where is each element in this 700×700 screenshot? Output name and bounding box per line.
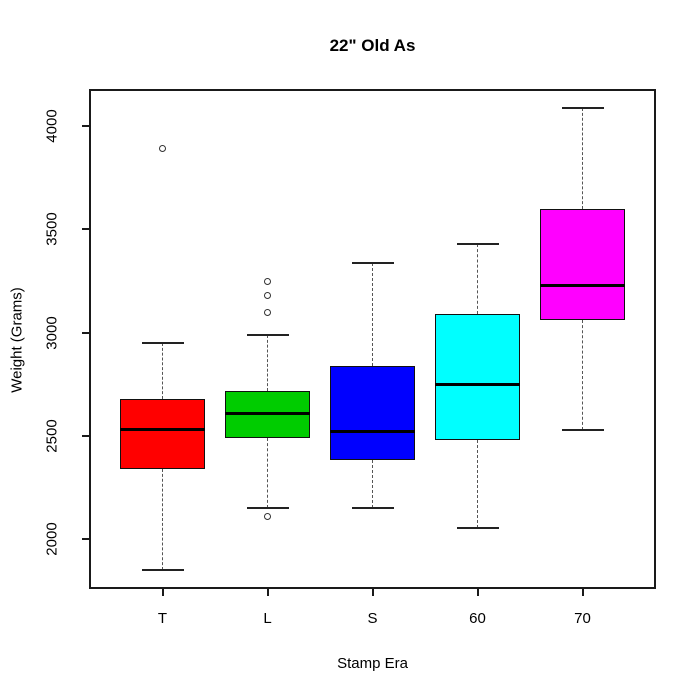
whisker-upper-cap (351, 261, 394, 264)
y-axis-tick-label: 3500 (43, 212, 61, 247)
x-axis-label: Stamp Era (337, 655, 408, 672)
x-axis-tick-label: T (157, 610, 168, 627)
x-axis-tick (476, 589, 479, 596)
outlier-point (264, 308, 271, 316)
y-axis-label: Weight (Grams) (8, 287, 26, 393)
chart-title: 22" Old As (329, 36, 416, 55)
whisker-upper-stem (582, 107, 583, 209)
y-axis-tick-label: 4000 (43, 109, 61, 143)
y-axis-tick (82, 125, 89, 128)
whisker-lower-cap (246, 507, 289, 510)
x-axis-tick (371, 589, 374, 596)
y-axis-tick-label: 2500 (43, 419, 61, 453)
whisker-upper-stem (372, 262, 373, 366)
outlier-point (264, 292, 271, 300)
whisker-upper-stem (267, 334, 268, 391)
box-S (330, 365, 415, 460)
median-line-70 (540, 283, 625, 287)
x-axis-tick (161, 589, 164, 596)
box-T (120, 398, 205, 470)
whisker-upper-cap (141, 342, 184, 345)
whisker-upper-stem (477, 243, 478, 315)
outlier-point (264, 277, 271, 285)
whisker-upper-cap (561, 106, 604, 109)
whisker-lower-cap (351, 507, 394, 510)
median-line-T (120, 428, 205, 432)
y-axis-tick (82, 538, 89, 541)
y-axis-tick-label: 2000 (43, 522, 61, 557)
whisker-lower-stem (582, 320, 583, 430)
y-axis-tick (82, 331, 89, 334)
x-axis-tick-label: 60 (469, 610, 486, 627)
x-axis-tick (266, 589, 269, 596)
x-axis-tick (581, 589, 584, 596)
y-axis-tick (82, 435, 89, 438)
median-line-L (225, 411, 310, 415)
whisker-lower-cap (456, 527, 499, 530)
box-60 (435, 314, 520, 441)
whisker-upper-cap (246, 333, 289, 336)
x-axis-tick-label: 70 (574, 610, 591, 627)
whisker-upper-cap (456, 242, 499, 245)
y-axis-tick (82, 228, 89, 231)
y-axis-tick-label: 3000 (43, 316, 61, 350)
median-line-S (330, 430, 415, 434)
whisker-lower-stem (267, 438, 268, 509)
x-axis-tick-label: L (263, 610, 272, 627)
outlier-point (159, 145, 166, 153)
whisker-lower-cap (561, 428, 604, 431)
whisker-lower-cap (141, 569, 184, 572)
whisker-upper-stem (162, 343, 163, 399)
whisker-lower-stem (477, 440, 478, 529)
x-axis-tick-label: S (367, 610, 378, 627)
whisker-lower-stem (162, 469, 163, 571)
median-line-60 (435, 382, 520, 386)
outlier-point (264, 513, 271, 521)
whisker-lower-stem (372, 459, 373, 509)
box-70 (540, 208, 625, 321)
